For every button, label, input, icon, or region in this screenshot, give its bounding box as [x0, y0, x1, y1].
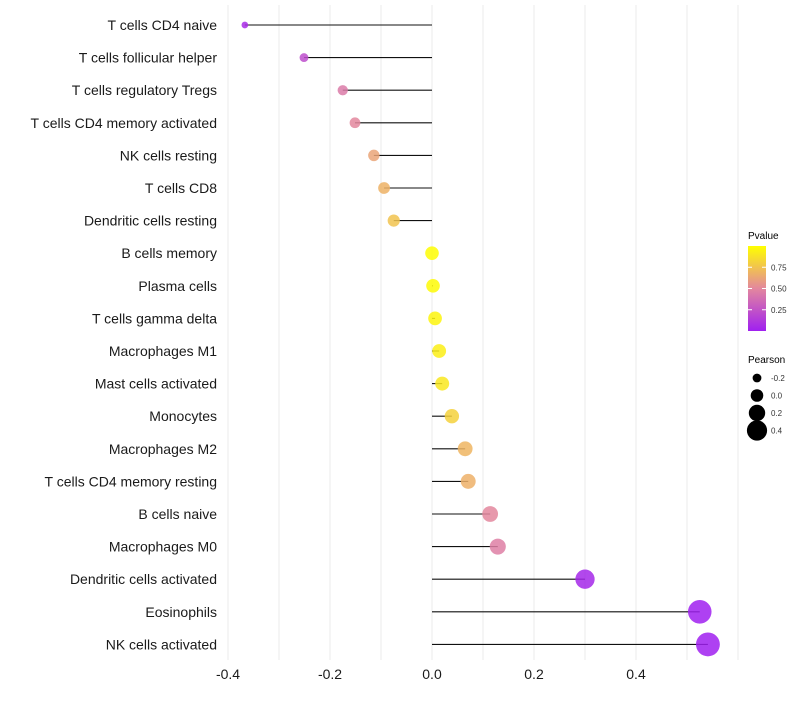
size-legend-label: -0.2: [771, 374, 785, 383]
y-tick-label: T cells follicular helper: [79, 50, 218, 66]
x-tick-label: -0.2: [318, 666, 342, 682]
y-tick-label: NK cells resting: [120, 147, 217, 163]
legend: Pvalue 0.25 0.50 0.75 Pearson -0.2 0.0 0.2 0.…: [746, 231, 787, 441]
y-tick-label: T cells regulatory Tregs: [72, 82, 217, 98]
y-tick-label: Dendritic cells activated: [70, 571, 217, 587]
point: [241, 21, 249, 29]
size-legend-dot: [746, 420, 768, 441]
point: [457, 441, 473, 457]
y-tick-label: T cells CD4 memory resting: [45, 473, 217, 489]
x-tick-label: 0.2: [524, 666, 544, 682]
point: [387, 214, 400, 227]
y-tick-label: Macrophages M2: [109, 441, 217, 457]
y-tick-label: Macrophages M1: [109, 343, 217, 359]
y-tick-label: Macrophages M0: [109, 539, 217, 555]
point: [299, 53, 309, 63]
point: [337, 85, 348, 96]
colorbar-tick-label: 0.75: [771, 263, 787, 272]
point: [428, 311, 442, 326]
legend-colorbar: [748, 246, 766, 331]
size-legend-dot: [752, 373, 762, 383]
x-tick-label: 0.4: [626, 666, 646, 682]
point: [425, 246, 439, 260]
y-tick-label: Monocytes: [149, 408, 217, 424]
y-tick-label: Eosinophils: [145, 604, 217, 620]
points: [241, 21, 720, 657]
y-tick-label: Plasma cells: [138, 278, 217, 294]
y-tick-label: B cells memory: [121, 245, 217, 261]
y-tick-label: T cells CD8: [145, 180, 217, 196]
point: [378, 182, 390, 194]
point: [435, 376, 450, 391]
x-tick-label: -0.4: [216, 666, 240, 682]
size-legend-dot: [748, 404, 766, 422]
point: [426, 278, 440, 293]
size-legend-label: 0.4: [771, 427, 783, 436]
y-tick-label: Dendritic cells resting: [84, 213, 217, 229]
colorbar-tick-label: 0.25: [771, 306, 787, 315]
size-legend-label: 0.2: [771, 409, 783, 418]
y-tick-label: B cells naive: [138, 506, 217, 522]
y-tick-label: Mast cells activated: [95, 376, 217, 392]
point: [687, 600, 712, 624]
size-legend-label: 0.0: [771, 392, 783, 401]
point: [368, 149, 380, 162]
point: [575, 569, 595, 589]
point: [444, 409, 460, 424]
point: [432, 344, 447, 358]
y-tick-label: NK cells activated: [106, 636, 217, 652]
y-tick-label: T cells CD4 naive: [108, 17, 218, 33]
point: [460, 473, 476, 489]
y-tick-label: T cells CD4 memory activated: [31, 115, 217, 131]
x-axis-ticks: -0.4 -0.2 0.0 0.2 0.4: [216, 666, 646, 682]
legend-size-title: Pearson: [748, 355, 785, 366]
y-tick-label: T cells gamma delta: [92, 310, 217, 326]
point: [482, 506, 499, 522]
point: [695, 632, 720, 657]
legend-color-title: Pvalue: [748, 231, 779, 242]
colorbar-tick-label: 0.50: [771, 285, 787, 294]
y-axis-labels: T cells CD4 naive T cells follicular help…: [31, 17, 218, 652]
point: [349, 117, 361, 129]
point: [489, 538, 506, 555]
size-legend-dot: [750, 389, 764, 402]
stems: [244, 24, 708, 645]
x-tick-label: 0.0: [422, 666, 442, 682]
grid-lines: [227, 5, 739, 660]
